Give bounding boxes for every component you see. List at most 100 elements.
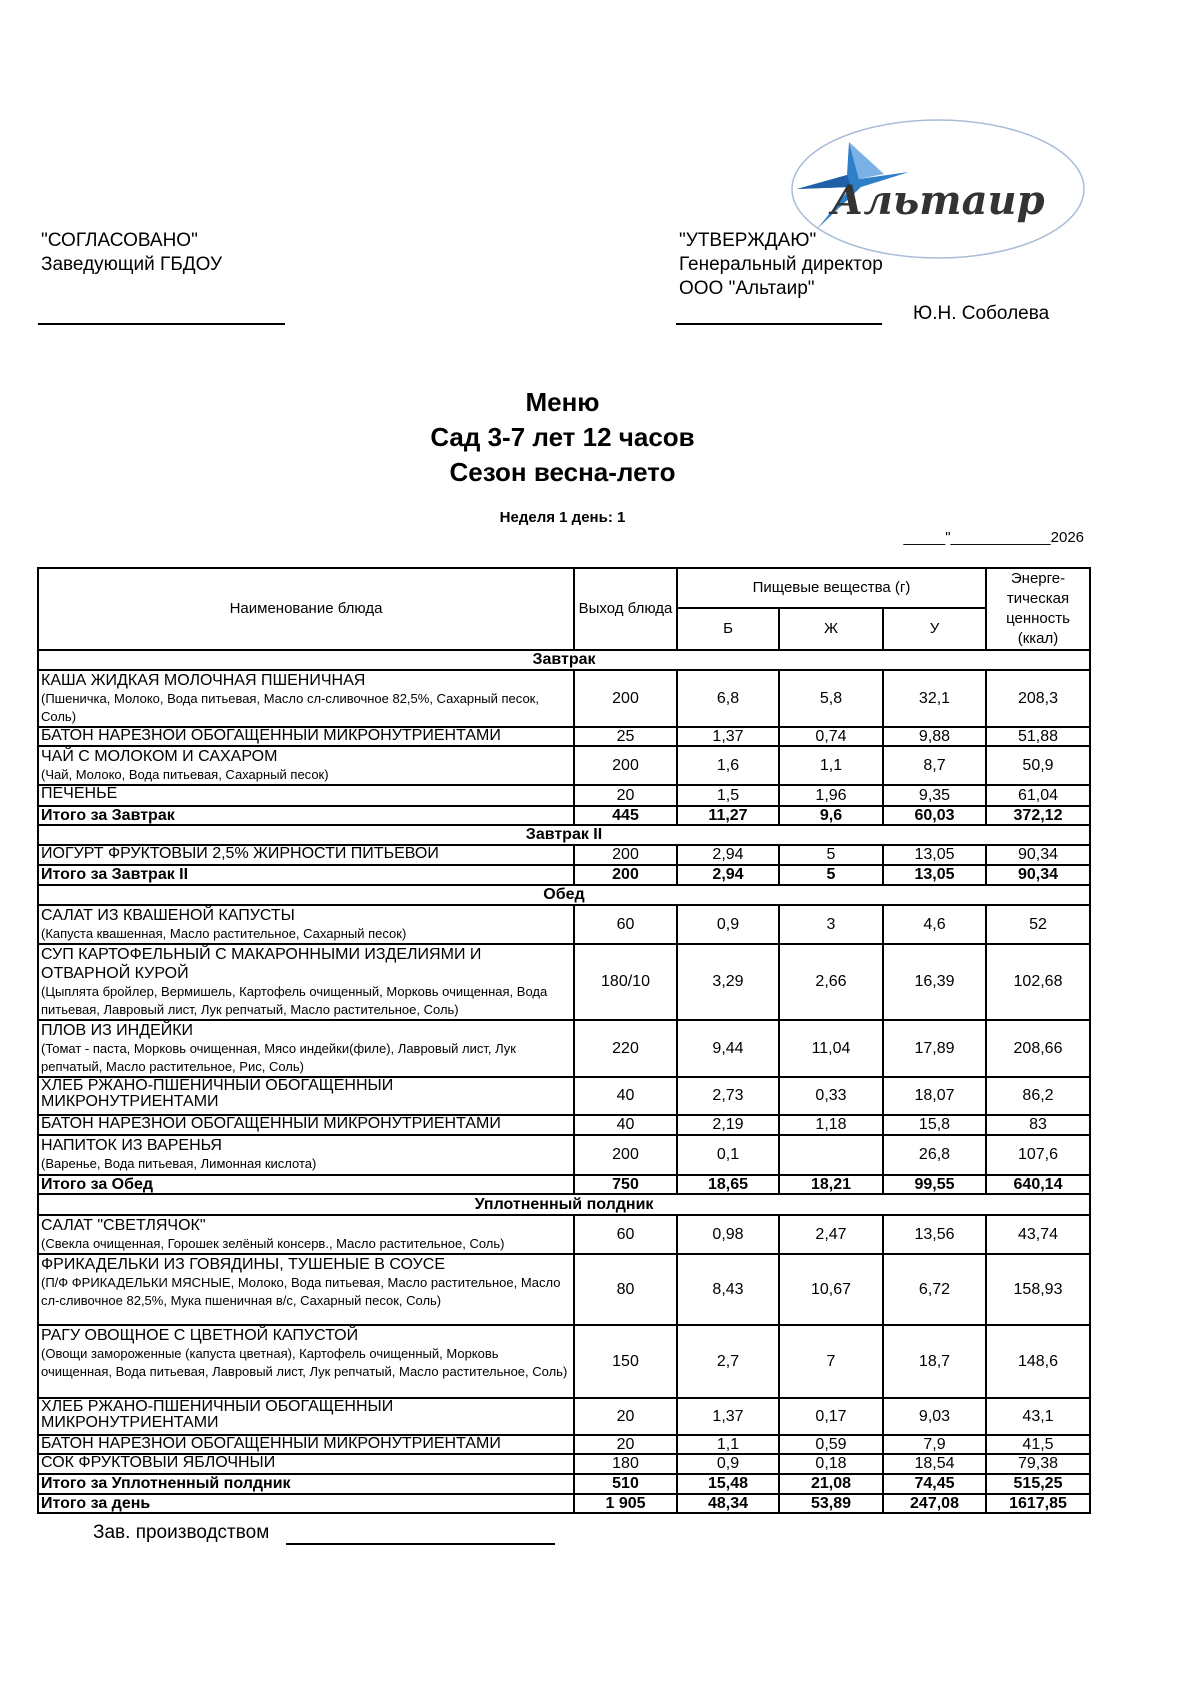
protein-cell: 2,19 [676, 1114, 780, 1136]
section-row: Завтрак [37, 649, 1091, 671]
yield-cell: 150 [573, 1324, 678, 1399]
table-row: БАТОН НАРЕЗНОЙ ОБОГАЩЕННЫЙ МИКРОНУТРИЕНТ… [37, 726, 1091, 747]
energy-cell: 79,38 [985, 1453, 1091, 1475]
fat-cell: 9,6 [778, 805, 884, 826]
total-label: Итого за Обед [41, 1175, 154, 1193]
protein-cell: 2,94 [676, 844, 780, 866]
energy-cell: 83 [985, 1114, 1091, 1136]
energy-cell: 208,66 [985, 1019, 1091, 1078]
table-row: СОК ФРУКТОВЫЙ ЯБЛОЧНЫЙ 180 0,9 0,18 18,54 79,… [37, 1453, 1091, 1475]
carbs-cell: 18,54 [882, 1453, 987, 1475]
dish-cell: БАТОН НАРЕЗНОЙ ОБОГАЩЕННЫЙ МИКРОНУТРИЕНТ… [37, 726, 575, 747]
approval-right: "УТВЕРЖДАЮ" Генеральный директор ООО "Ал… [679, 229, 883, 301]
dish-cell: САЛАТ ИЗ КВАШЕНОЙ КАПУСТЫ (Капуста квашен… [37, 904, 575, 945]
dish-cell: КАША ЖИДКАЯ МОЛОЧНАЯ ПШЕНИЧНАЯ (Пшеничка,… [37, 669, 575, 728]
logo-text: Альтаир [831, 177, 1045, 224]
dish-cell: НАПИТОК ИЗ ВАРЕНЬЯ (Варенье, Вода питьева… [37, 1134, 575, 1176]
carbs-cell: 74,45 [882, 1473, 987, 1495]
protein-cell: 1,5 [676, 784, 780, 807]
dish-name: КАША ЖИДКАЯ МОЛОЧНАЯ ПШЕНИЧНАЯ [41, 672, 366, 689]
carbs-cell: 18,07 [882, 1076, 987, 1116]
energy-cell: 90,34 [985, 864, 1091, 886]
header-protein: Б [676, 606, 780, 652]
approval-signer: Ю.Н. Соболева [913, 303, 1050, 324]
energy-cell: 515,25 [985, 1473, 1091, 1495]
section-row: Обед [37, 884, 1091, 906]
dish-ingredients: (Цыплята бройлер, Вермишель, Картофель о… [41, 984, 548, 1017]
yield-cell: 180/10 [573, 943, 678, 1021]
protein-cell: 48,34 [676, 1493, 780, 1514]
footer-label: Зав. производством [93, 1522, 270, 1543]
dish-cell: ФРИКАДЕЛЬКИ ИЗ ГОВЯДИНЫ, ТУШЕНЫЕ В СОУСЕ… [37, 1253, 575, 1326]
dish-name: БАТОН НАРЕЗНОЙ ОБОГАЩЕННЫЙ МИКРОНУТРИЕНТ… [41, 1435, 501, 1452]
table-row: САЛАТ "СВЕТЛЯЧОК" (Свекла очищенная, Горо… [37, 1214, 1091, 1255]
carbs-cell: 9,35 [882, 784, 987, 807]
protein-cell: 15,48 [676, 1473, 780, 1495]
total-row: Итого за Завтрак 445 11,27 9,6 60,03 372,12 [37, 805, 1091, 826]
dish-cell: ХЛЕБ РЖАНО-ПШЕНИЧНЫЙ ОБОГАЩЕННЫЙ МИКРОНУ… [37, 1397, 575, 1436]
dish-name: ПЕЧЕНЬЕ [41, 785, 118, 802]
protein-cell: 0,1 [676, 1134, 780, 1176]
carbs-cell: 8,7 [882, 745, 987, 786]
fat-cell [778, 1134, 884, 1176]
dish-name: СОК ФРУКТОВЫЙ ЯБЛОЧНЫЙ [41, 1454, 276, 1471]
energy-cell: 86,2 [985, 1076, 1091, 1116]
dish-cell: ПЛОВ ИЗ ИНДЕЙКИ (Томат - паста, Морковь о… [37, 1019, 575, 1078]
dish-cell: БАТОН НАРЕЗНОЙ ОБОГАЩЕННЫЙ МИКРОНУТРИЕНТ… [37, 1434, 575, 1455]
fat-cell: 2,66 [778, 943, 884, 1021]
carbs-cell: 17,89 [882, 1019, 987, 1078]
carbs-cell: 9,88 [882, 726, 987, 747]
dish-cell: РАГУ ОВОЩНОЕ С ЦВЕТНОЙ КАПУСТОЙ (Овощи за… [37, 1324, 575, 1399]
dish-cell: Итого за день [37, 1493, 575, 1514]
table-row: НАПИТОК ИЗ ВАРЕНЬЯ (Варенье, Вода питьева… [37, 1134, 1091, 1176]
carbs-cell: 18,7 [882, 1324, 987, 1399]
total-row: Итого за Уплотненный полдник 510 15,48 21,0… [37, 1473, 1091, 1495]
protein-cell: 11,27 [676, 805, 780, 826]
table-row: БАТОН НАРЕЗНОЙ ОБОГАЩЕННЫЙ МИКРОНУТРИЕНТ… [37, 1114, 1091, 1136]
header-energy: Энерге-тическая ценность (ккал) [985, 567, 1091, 651]
dish-name: ФРИКАДЕЛЬКИ ИЗ ГОВЯДИНЫ, ТУШЕНЫЕ В СОУСЕ [41, 1256, 446, 1273]
dish-name: САЛАТ ИЗ КВАШЕНОЙ КАПУСТЫ [41, 907, 295, 924]
dish-name: ХЛЕБ РЖАНО-ПШЕНИЧНЫЙ ОБОГАЩЕННЫЙ МИКРОНУ… [41, 1077, 394, 1110]
table-row: ЙОГУРТ ФРУКТОВЫЙ 2,5% ЖИРНОСТИ ПИТЬЕВОЙ 2… [37, 844, 1091, 866]
week-day: Неделя 1 день: 1 [499, 509, 626, 526]
energy-cell: 50,9 [985, 745, 1091, 786]
fat-cell: 11,04 [778, 1019, 884, 1078]
dish-ingredients: (П/Ф ФРИКАДЕЛЬКИ МЯСНЫЕ, Молоко, Вода пи… [41, 1275, 561, 1308]
dish-cell: ХЛЕБ РЖАНО-ПШЕНИЧНЫЙ ОБОГАЩЕННЫЙ МИКРОНУ… [37, 1076, 575, 1116]
company-logo: Альтаир [789, 117, 1089, 262]
dish-ingredients: (Чай, Молоко, Вода питьевая, Сахарный пе… [41, 767, 329, 782]
yield-cell: 750 [573, 1174, 678, 1195]
table-row: РАГУ ОВОЩНОЕ С ЦВЕТНОЙ КАПУСТОЙ (Овощи за… [37, 1324, 1091, 1399]
dish-name: ЙОГУРТ ФРУКТОВЫЙ 2,5% ЖИРНОСТИ ПИТЬЕВОЙ [41, 845, 439, 862]
energy-cell: 43,1 [985, 1397, 1091, 1436]
carbs-cell: 26,8 [882, 1134, 987, 1176]
energy-cell: 43,74 [985, 1214, 1091, 1255]
carbs-cell: 7,9 [882, 1434, 987, 1455]
date-line: _____"____________2026 [903, 529, 1084, 546]
carbs-cell: 6,72 [882, 1253, 987, 1326]
fat-cell: 2,47 [778, 1214, 884, 1255]
fat-cell: 0,59 [778, 1434, 884, 1455]
yield-cell: 40 [573, 1076, 678, 1116]
protein-cell: 0,9 [676, 904, 780, 945]
dish-cell: БАТОН НАРЕЗНОЙ ОБОГАЩЕННЫЙ МИКРОНУТРИЕНТ… [37, 1114, 575, 1136]
dish-name: НАПИТОК ИЗ ВАРЕНЬЯ [41, 1137, 222, 1154]
dish-ingredients: (Варенье, Вода питьевая, Лимонная кислот… [41, 1156, 317, 1171]
yield-cell: 60 [573, 1214, 678, 1255]
dish-ingredients: (Томат - паста, Морковь очищенная, Мясо … [41, 1041, 516, 1074]
approval-right-title: "УТВЕРЖДАЮ" [679, 230, 817, 251]
fat-cell: 0,33 [778, 1076, 884, 1116]
energy-cell: 208,3 [985, 669, 1091, 728]
carbs-cell: 32,1 [882, 669, 987, 728]
energy-cell: 372,12 [985, 805, 1091, 826]
fat-cell: 53,89 [778, 1493, 884, 1514]
signature-line-footer [286, 1543, 555, 1545]
menu-table-body: Завтрак КАША ЖИДКАЯ МОЛОЧНАЯ ПШЕНИЧНАЯ (Пш… [37, 649, 1091, 1514]
protein-cell: 2,7 [676, 1324, 780, 1399]
dish-cell: СУП КАРТОФЕЛЬНЫЙ С МАКАРОННЫМИ ИЗДЕЛИЯМИ… [37, 943, 575, 1021]
title-menu: Меню [525, 387, 600, 417]
header-name: Наименование блюда [37, 567, 575, 651]
table-header-row: Наименование блюда Выход блюда Пищевые в… [37, 567, 1091, 651]
yield-cell: 200 [573, 745, 678, 786]
